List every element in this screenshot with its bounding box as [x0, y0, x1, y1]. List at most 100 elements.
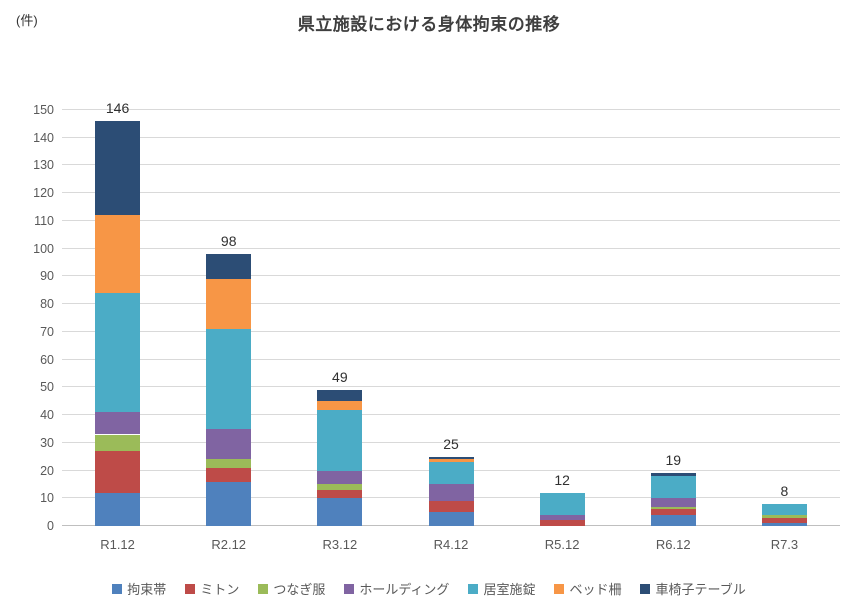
gridline [62, 303, 840, 305]
plot-area: 146 98 49 25 12 19 8 [62, 100, 840, 526]
y-tick-label: 60 [40, 352, 54, 367]
y-tick-label: 0 [47, 519, 54, 533]
bar-segment [428, 501, 474, 513]
x-axis-label: R2.12 [211, 537, 247, 552]
legend-label: ベッド柵 [569, 582, 622, 597]
bar-segment [95, 451, 141, 493]
gridline [62, 247, 840, 249]
bar-segment [539, 514, 585, 521]
legend-swatch-icon [554, 583, 565, 594]
y-tick-label: 110 [34, 213, 54, 228]
bar-segment [428, 456, 474, 460]
y-tick-label: 30 [40, 435, 54, 450]
bar-segment [206, 459, 252, 468]
legend-item: ホールディング [344, 579, 449, 598]
gridline [62, 358, 840, 360]
legend-label: ミトン [200, 582, 240, 597]
bar-segment [317, 390, 363, 402]
legend-label: 拘束帯 [127, 582, 167, 597]
legend-swatch-icon [344, 583, 355, 594]
bar-segment [95, 121, 141, 216]
bar-segment [650, 476, 696, 499]
bar-segment [317, 401, 363, 410]
bar-total-label: 146 [105, 100, 130, 117]
bar-segment [95, 434, 141, 452]
bar-segment [206, 279, 252, 330]
bar-segment [95, 293, 141, 413]
bar-segment [206, 329, 252, 429]
legend-item: ベッド柵 [554, 579, 621, 598]
bar-segment [428, 484, 474, 502]
y-tick-label: 150 [33, 103, 54, 117]
y-tick-label: 80 [40, 297, 54, 312]
chart-title: 県立施設における身体拘束の推移 [297, 15, 561, 34]
bar-segment [317, 470, 363, 485]
bar-segment [317, 409, 363, 471]
y-tick-label: 140 [33, 130, 54, 145]
y-tick-label: 40 [40, 408, 54, 423]
bar-segment [206, 481, 252, 526]
bar-segment [650, 498, 696, 507]
bar-total-label: 98 [220, 233, 237, 250]
bar-segment [650, 509, 696, 515]
bar-segment [428, 512, 474, 526]
bar-segment [95, 492, 141, 526]
y-axis-unit-label: (件) [16, 13, 38, 28]
gridline [62, 192, 840, 194]
bar-total-label: 8 [780, 482, 789, 499]
bar-segment [761, 514, 807, 518]
bar-total-label: 49 [332, 369, 348, 386]
gridline [62, 330, 840, 332]
y-tick-label: 120 [33, 186, 54, 201]
gridline [62, 136, 840, 138]
gridline [62, 219, 840, 221]
y-tick-label: 90 [40, 269, 54, 284]
gridline [62, 441, 840, 443]
x-axis-label: R3.12 [322, 537, 358, 552]
legend-label: ホールディング [359, 582, 450, 597]
bar-segment [761, 503, 807, 515]
y-tick-label: 130 [33, 158, 54, 173]
bar-total-label: 25 [443, 435, 459, 452]
legend-swatch-icon [640, 583, 651, 594]
x-axis-label: R6.12 [655, 537, 691, 552]
y-tick-label: 20 [40, 463, 54, 478]
bar-segment [317, 484, 363, 490]
x-axis-label: R4.12 [433, 537, 469, 552]
bar-segment [317, 489, 363, 499]
gridline [62, 275, 840, 277]
y-tick-label: 50 [40, 380, 54, 395]
y-tick-label: 70 [40, 324, 54, 339]
legend-swatch-icon [468, 583, 479, 594]
x-axis-label: R1.12 [100, 537, 135, 552]
bar-segment [650, 473, 696, 477]
bar-segment [539, 492, 585, 515]
legend-label: 車椅子テーブル [655, 582, 746, 597]
gridline [62, 164, 840, 166]
legend-item: 居室施錠 [468, 579, 535, 598]
gridline [62, 414, 840, 416]
bar-segment [539, 520, 585, 526]
bar-total-label: 19 [665, 452, 682, 469]
bar-segment [95, 412, 141, 435]
x-axis-label: R7.3 [770, 537, 799, 552]
legend-label: つなぎ服 [273, 582, 326, 597]
bar-segment [317, 498, 363, 526]
bar-segment [650, 506, 696, 510]
bar-segment [95, 215, 141, 294]
legend-item: 拘束帯 [112, 579, 166, 598]
gridline [62, 386, 840, 388]
y-tick-label: 100 [33, 241, 54, 256]
bar-segment [206, 467, 252, 482]
bar-segment [761, 517, 807, 524]
bar-segment [206, 254, 252, 280]
legend-label: 居室施錠 [483, 582, 536, 597]
bar-segment [650, 514, 696, 526]
bar-total-label: 12 [554, 471, 570, 488]
legend-item: 車椅子テーブル [640, 579, 746, 598]
legend-swatch-icon [185, 583, 196, 594]
x-axis-label: R5.12 [544, 537, 580, 552]
legend-item: ミトン [185, 579, 239, 598]
y-tick-label: 10 [40, 491, 54, 506]
